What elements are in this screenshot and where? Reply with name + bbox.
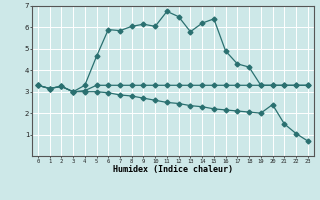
X-axis label: Humidex (Indice chaleur): Humidex (Indice chaleur) [113, 165, 233, 174]
